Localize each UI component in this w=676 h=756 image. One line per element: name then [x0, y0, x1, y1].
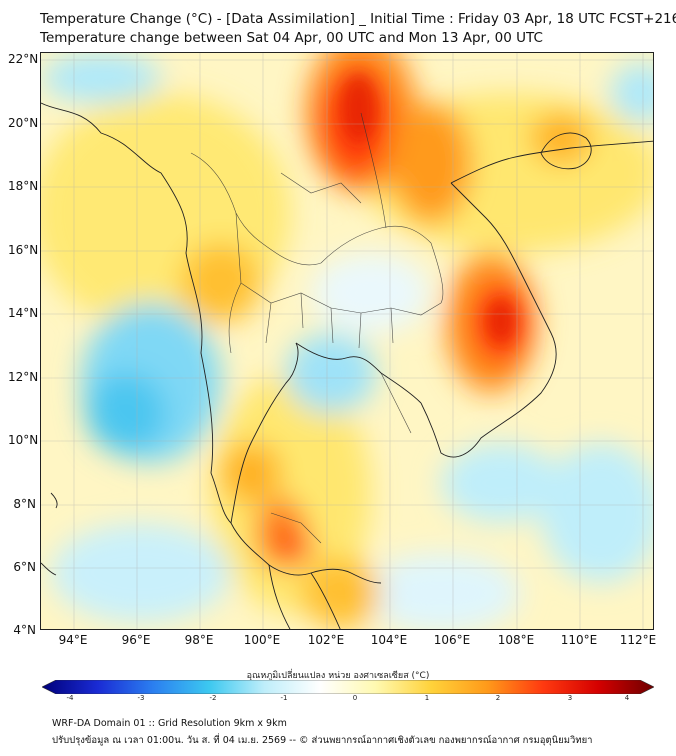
lat-label-10n: 10°N	[8, 433, 39, 447]
colorbar-tick-1: 1	[424, 694, 430, 702]
lon-label-112e: 112°E	[619, 633, 657, 647]
colorbar-tick-4: 4	[624, 694, 630, 702]
lon-label-110e: 110°E	[560, 633, 598, 647]
lon-label-108e: 108°E	[497, 633, 535, 647]
map-subtitle: Temperature change between Sat 04 Apr, 0…	[40, 30, 543, 46]
map-canvas	[41, 53, 653, 629]
graticule	[41, 53, 653, 629]
lat-label-20n: 20°N	[8, 116, 39, 130]
lat-label-14n: 14°N	[8, 306, 39, 320]
lon-label-98e: 98°E	[184, 633, 214, 647]
lon-label-100e: 100°E	[243, 633, 281, 647]
colorbar-tick-neg4: -4	[66, 694, 74, 702]
colorbar-tick-neg1: -1	[280, 694, 288, 702]
colorbar-tick-0: 0	[352, 694, 358, 702]
lat-label-4n: 4°N	[13, 623, 36, 637]
admin-borders	[190, 112, 444, 544]
lon-label-104e: 104°E	[370, 633, 408, 647]
lat-label-12n: 12°N	[8, 370, 39, 384]
colorbar-tick-3: 3	[567, 694, 573, 702]
lon-label-102e: 102°E	[307, 633, 345, 647]
temperature-change-map[interactable]	[40, 52, 654, 630]
colorbar-tick-2: 2	[495, 694, 501, 702]
colorbar-tick-neg3: -3	[137, 694, 145, 702]
coastlines	[41, 102, 653, 629]
lon-label-106e: 106°E	[433, 633, 471, 647]
lat-label-18n: 18°N	[8, 179, 39, 193]
colorbar-tick-neg2: -2	[209, 694, 217, 702]
colorbar-title: อุณหภูมิเปลี่ยนแปลง หน่วย องศาเซลเซียส (…	[246, 671, 430, 681]
lon-label-94e: 94°E	[58, 633, 88, 647]
lat-label-6n: 6°N	[13, 560, 36, 574]
model-info: WRF-DA Domain 01 :: Grid Resolution 9km …	[52, 718, 287, 729]
lon-label-96e: 96°E	[121, 633, 151, 647]
lat-label-8n: 8°N	[13, 497, 36, 511]
update-credit: ปรับปรุงข้อมูล ณ เวลา 01:00น. วัน ส. ที่…	[52, 735, 593, 746]
map-title: Temperature Change (°C) - [Data Assimila…	[40, 11, 676, 27]
lat-label-16n: 16°N	[8, 243, 39, 257]
lat-label-22n: 22°N	[8, 52, 39, 66]
colorbar	[42, 680, 654, 694]
